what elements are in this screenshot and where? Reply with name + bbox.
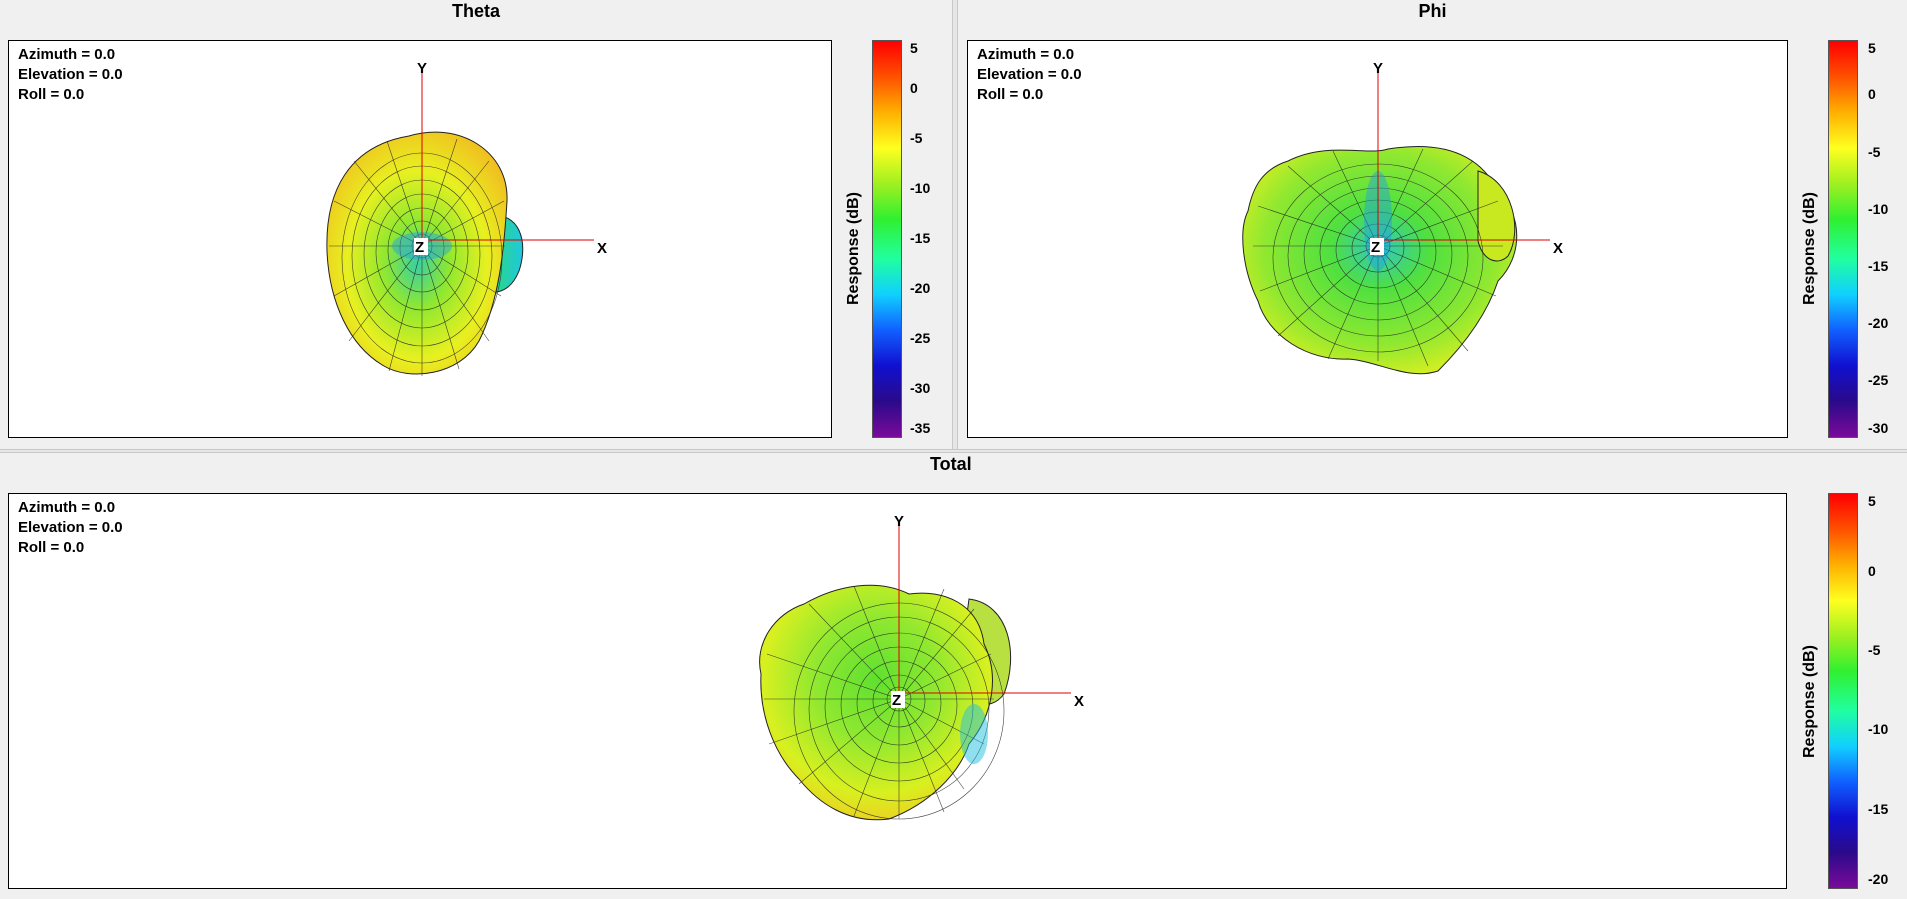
total-roll: Roll = 0.0 [18,539,85,556]
phi-panel: Phi Azimuth = 0.0 Elevation = 0.0 Roll =… [958,0,1907,448]
theta-tick: 0 [910,80,918,96]
total-colorbar [1828,493,1858,889]
phi-tick: -20 [1868,315,1889,331]
theta-3d-pattern[interactable]: Y X Z [9,41,832,438]
total-x-label: X [1074,693,1084,710]
total-main-lobe [759,584,993,821]
theta-roll: Roll = 0.0 [18,86,85,103]
horizontal-splitter[interactable] [0,449,1907,453]
phi-azimuth: Azimuth = 0.0 [977,46,1075,63]
total-3d-pattern[interactable]: Y X Z [9,494,1787,889]
theta-tick: -35 [910,420,931,436]
theta-plot-area[interactable]: Azimuth = 0.0 Elevation = 0.0 Roll = 0.0 [8,40,832,438]
theta-y-label: Y [417,60,427,77]
phi-tick: 5 [1868,40,1876,56]
phi-tick: -15 [1868,258,1889,274]
theta-z-label: Z [415,239,424,256]
theta-tick: -30 [910,380,931,396]
theta-tick: 5 [910,40,918,56]
theta-colorbar-label: Response (dB) [845,192,862,305]
theta-tick: -10 [910,180,931,196]
total-tick: 5 [1868,493,1876,509]
theta-azimuth: Azimuth = 0.0 [18,46,116,63]
total-tick: -20 [1868,871,1889,887]
phi-tick: -10 [1868,201,1889,217]
phi-outer-lobes [1242,146,1518,375]
theta-view-info: Azimuth = 0.0 Elevation = 0.0 Roll = 0.0 [18,45,123,105]
total-view-info: Azimuth = 0.0 Elevation = 0.0 Roll = 0.0 [18,498,123,558]
phi-x-label: X [1553,240,1563,257]
total-tick: -10 [1868,721,1889,737]
theta-panel: Theta Azimuth = 0.0 Elevation = 0.0 Roll… [0,0,952,448]
phi-colorbar-label: Response (dB) [1801,192,1818,305]
total-null-region [960,704,988,764]
phi-title: Phi [1418,1,1447,21]
phi-view-info: Azimuth = 0.0 Elevation = 0.0 Roll = 0.0 [977,45,1082,105]
total-title: Total [930,454,972,474]
theta-z-marker [414,238,428,255]
total-elevation: Elevation = 0.0 [18,519,123,536]
theta-elevation: Elevation = 0.0 [18,66,123,83]
phi-elevation: Elevation = 0.0 [977,66,1082,83]
phi-z-marker [1370,238,1384,255]
vertical-splitter[interactable] [952,0,958,450]
total-z-marker [891,691,905,708]
theta-tick: -25 [910,330,931,346]
phi-roll: Roll = 0.0 [977,86,1044,103]
total-colorbar-label: Response (dB) [1801,645,1818,758]
theta-tick: -15 [910,230,931,246]
total-azimuth: Azimuth = 0.0 [18,499,116,516]
theta-title: Theta [451,1,500,21]
phi-colorbar [1828,40,1858,438]
total-tick: -15 [1868,801,1889,817]
phi-tick: -5 [1868,144,1881,160]
phi-tick: 0 [1868,86,1876,102]
theta-x-label: X [597,240,607,257]
phi-plot-area[interactable]: Azimuth = 0.0 Elevation = 0.0 Roll = 0.0 [967,40,1788,438]
theta-tick: -5 [910,130,923,146]
theta-colorbar [872,40,902,438]
total-y-label: Y [894,513,904,530]
phi-z-label: Z [1371,239,1380,256]
phi-3d-pattern[interactable]: Y X Z [968,41,1788,438]
total-tick: 0 [1868,563,1876,579]
total-plot-area[interactable]: Azimuth = 0.0 Elevation = 0.0 Roll = 0.0 [8,493,1787,889]
theta-tick: -20 [910,280,931,296]
total-tick: -5 [1868,642,1881,658]
total-panel: Total Azimuth = 0.0 Elevation = 0.0 Roll… [0,453,1907,899]
phi-tick: -25 [1868,372,1889,388]
phi-y-label: Y [1373,60,1383,77]
phi-tick: -30 [1868,420,1889,436]
total-z-label: Z [892,692,901,709]
phi-right-lobe [1477,170,1516,262]
